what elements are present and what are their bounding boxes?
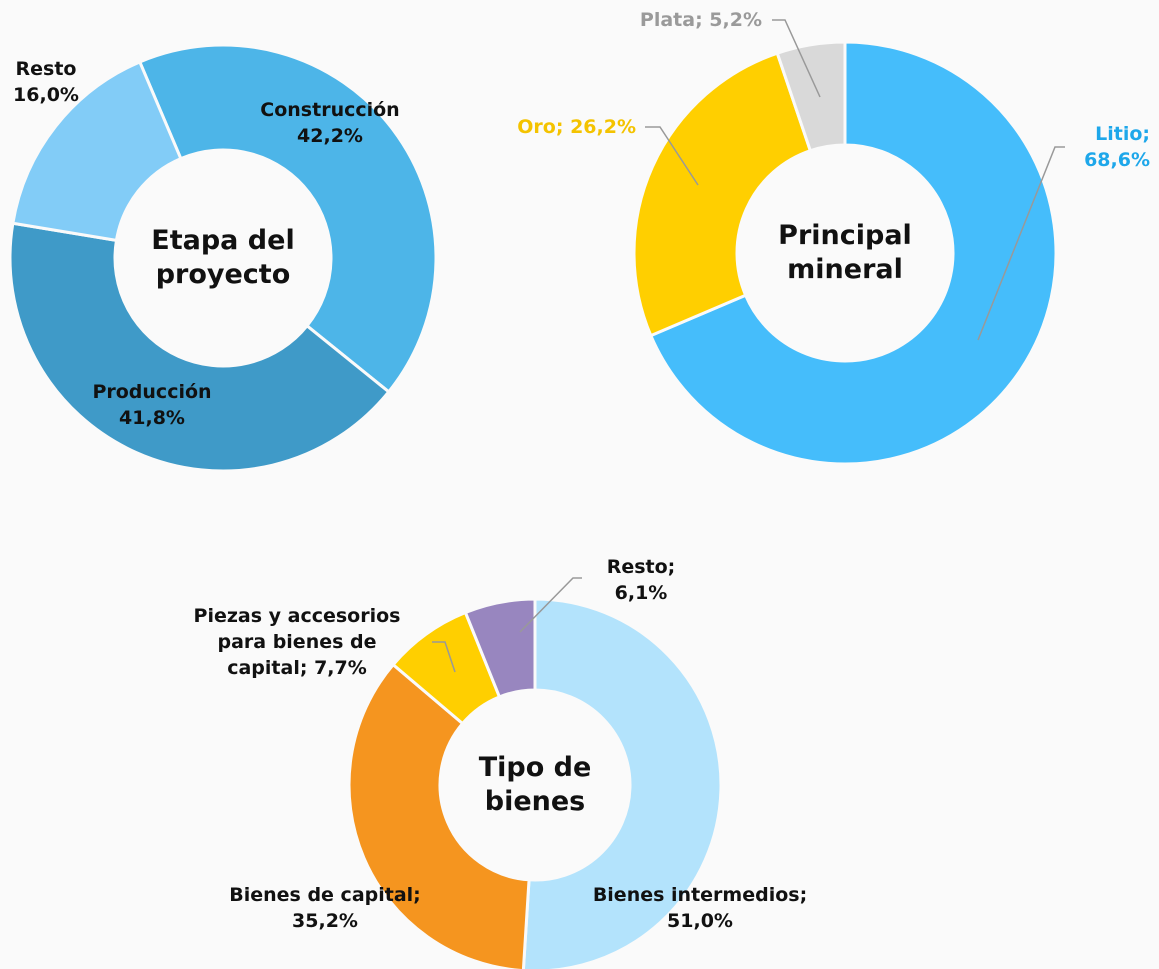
slice-value: 51,0% [667,910,733,932]
slice-label: Producción 41,8% [62,379,242,431]
slice-name: Resto; [606,556,676,578]
slice-label: Bienes intermedios; 51,0% [570,882,830,934]
donut-center-title: Tipo de bienes [478,752,592,817]
donut-slice [11,59,183,243]
slice-label: Resto 16,0% [0,56,96,108]
slice-value: 35,2% [292,910,358,932]
slice-name: Bienes intermedios; [592,884,808,906]
slice-name: Litio; [1095,123,1150,145]
slice-name: Bienes de capital; [229,884,421,906]
slice-label: Plata; 5,2% [562,7,762,33]
donut-slice [632,51,813,338]
donut-slice [137,43,438,394]
slice-label: Litio; 68,6% [1040,121,1150,173]
slice-label: Bienes de capital; 35,2% [205,882,445,934]
donut-slice [463,597,537,699]
slice-value: 41,8% [119,407,185,429]
slice-label: Oro; 26,2% [436,114,636,140]
donut-center-title: Principal mineral [778,220,912,285]
slice-name: Construcción [260,99,400,121]
leader-line [977,146,1065,341]
slice-label: Resto; 6,1% [581,554,701,606]
leader-line [772,19,821,98]
donut-slice [347,662,531,969]
leader-line [519,577,582,633]
slice-name: Oro; [517,116,564,138]
slice-name: Piezas y accesorios para bienes de capit… [193,605,401,679]
slice-value: 5,2% [709,9,762,31]
donut-center-title: Etapa del proyecto [151,225,295,290]
donut-slice [521,597,723,969]
slice-value: 6,1% [614,582,668,604]
slice-value: 7,7% [314,657,367,679]
slice-label: Piezas y accesorios para bienes de capit… [177,603,417,681]
donut-slice [648,40,1058,466]
slice-label: Construcción 42,2% [240,97,420,149]
slice-value: 42,2% [297,125,363,147]
donut-slice [8,221,391,473]
leader-line [432,641,456,673]
slice-value: 26,2% [570,116,636,138]
slice-value: 68,6% [1084,149,1150,171]
slice-value: 16,0% [13,84,79,106]
slice-name: Resto [15,58,77,80]
slice-name: Plata; [639,9,703,31]
slice-name: Producción [92,381,212,403]
leader-line [645,126,699,186]
